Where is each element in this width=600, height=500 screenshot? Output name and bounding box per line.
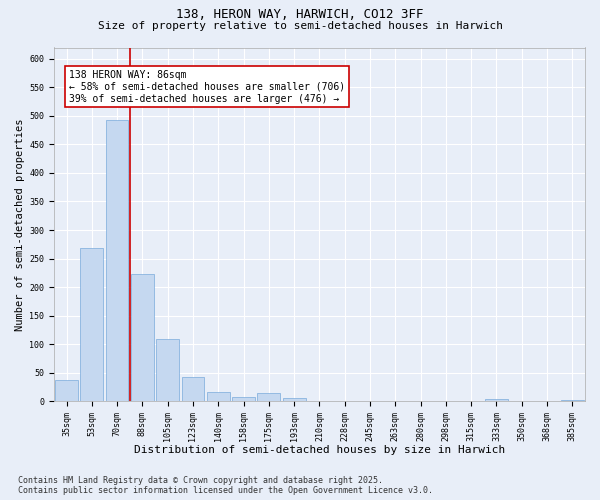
Text: 138 HERON WAY: 86sqm
← 58% of semi-detached houses are smaller (706)
39% of semi: 138 HERON WAY: 86sqm ← 58% of semi-detac… xyxy=(69,70,345,104)
Bar xyxy=(536,400,559,401)
Text: Contains HM Land Registry data © Crown copyright and database right 2025.
Contai: Contains HM Land Registry data © Crown c… xyxy=(18,476,433,495)
Bar xyxy=(561,400,584,401)
Bar xyxy=(232,396,255,401)
Bar xyxy=(485,400,508,401)
Y-axis label: Number of semi-detached properties: Number of semi-detached properties xyxy=(15,118,25,330)
Bar xyxy=(257,393,280,401)
Text: Size of property relative to semi-detached houses in Harwich: Size of property relative to semi-detach… xyxy=(97,21,503,31)
Bar xyxy=(157,339,179,401)
Bar xyxy=(283,398,305,401)
Text: 138, HERON WAY, HARWICH, CO12 3FF: 138, HERON WAY, HARWICH, CO12 3FF xyxy=(176,8,424,20)
Bar xyxy=(106,120,128,401)
X-axis label: Distribution of semi-detached houses by size in Harwich: Distribution of semi-detached houses by … xyxy=(134,445,505,455)
Bar xyxy=(131,274,154,401)
Bar xyxy=(308,400,331,401)
Bar xyxy=(207,392,230,401)
Bar xyxy=(55,380,78,401)
Bar xyxy=(80,248,103,401)
Bar xyxy=(182,377,205,401)
